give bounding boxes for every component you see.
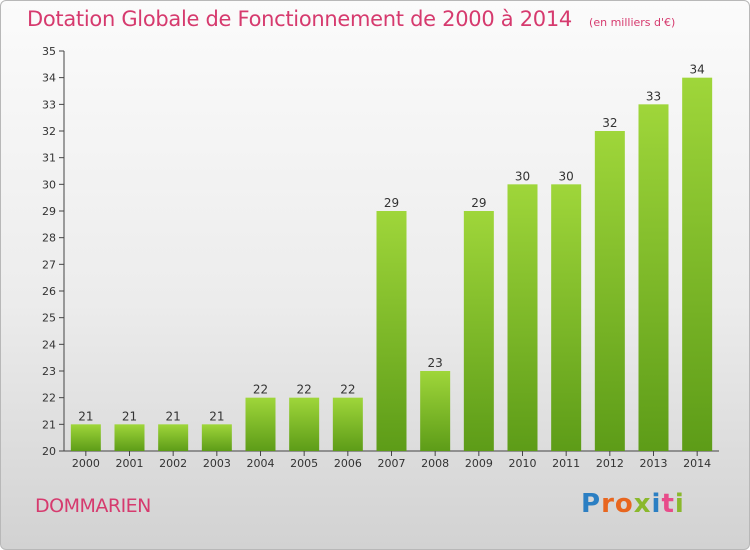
data-label: 34 (690, 63, 705, 77)
x-tick-label: 2013 (640, 457, 668, 470)
x-tick-label: 2009 (465, 457, 493, 470)
x-tick-label: 2010 (509, 457, 537, 470)
data-label: 29 (384, 196, 399, 210)
data-label: 21 (78, 409, 93, 423)
bar-2010 (507, 184, 538, 452)
y-tick-label: 30 (42, 178, 56, 191)
chart-subtitle: (en milliers d'€) (589, 16, 676, 29)
bar-2004 (245, 397, 276, 451)
logo-letter: x (633, 489, 652, 519)
data-label: 21 (122, 409, 137, 423)
bar-2002 (158, 424, 189, 451)
data-label: 21 (209, 409, 224, 423)
x-tick-label: 2012 (596, 457, 624, 470)
y-tick-label: 20 (42, 445, 56, 458)
data-label: 23 (428, 356, 443, 370)
bar-2012 (594, 131, 625, 451)
bar-2001 (114, 424, 145, 451)
bar-2005 (289, 397, 320, 451)
x-tick-label: 2014 (683, 457, 711, 470)
y-tick-label: 33 (42, 98, 56, 111)
x-tick-label: 2008 (421, 457, 449, 470)
data-label: 22 (297, 383, 312, 397)
data-label: 29 (471, 196, 486, 210)
logo-letter: r (601, 489, 615, 519)
axes: 20 21 22 23 24 25 26 27 28 29 30 31 32 33 34 35 2000 2001… (42, 45, 719, 470)
proxiti-logo[interactable]: Proxiti (581, 489, 685, 519)
y-tick-label: 32 (42, 125, 56, 138)
data-label: 22 (340, 383, 355, 397)
y-tick-label: 34 (42, 72, 56, 85)
logo-letter: P (581, 489, 602, 519)
x-tick-label: 2003 (203, 457, 231, 470)
data-labels: 21 21 21 21 22 22 22 29 23 29 30 30 32 33 34 (78, 63, 705, 424)
y-tick-label: 27 (42, 258, 56, 271)
bar-2009 (463, 211, 494, 451)
data-label: 21 (166, 409, 181, 423)
y-tick-label: 23 (42, 365, 56, 378)
x-tick-label: 2005 (290, 457, 318, 470)
logo-letter: i (674, 489, 685, 519)
y-tick-label: 22 (42, 392, 56, 405)
bar-2006 (332, 397, 363, 451)
bars (70, 77, 713, 452)
y-tick-label: 21 (42, 418, 56, 431)
y-tick-label: 26 (42, 285, 56, 298)
title-row: Dotation Globale de Fonctionnement de 20… (27, 7, 675, 31)
y-tick-label: 24 (42, 338, 56, 351)
data-label: 30 (515, 169, 530, 183)
y-tick-label: 29 (42, 205, 56, 218)
x-tick-label: 2011 (552, 457, 580, 470)
x-tick-label: 2000 (72, 457, 100, 470)
data-label: 30 (559, 169, 574, 183)
data-label: 32 (602, 116, 617, 130)
bar-2014 (682, 77, 713, 452)
x-tick-label: 2001 (116, 457, 144, 470)
y-tick-label: 31 (42, 152, 56, 165)
y-tick-label: 35 (42, 45, 56, 58)
bar-2000 (70, 424, 101, 451)
chart-title: Dotation Globale de Fonctionnement de 20… (27, 7, 572, 31)
x-tick-label: 2002 (159, 457, 187, 470)
x-tick-label: 2004 (247, 457, 275, 470)
commune-name: DOMMARIEN (35, 495, 151, 517)
bar-2013 (638, 104, 669, 451)
bar-2007 (376, 211, 407, 451)
x-tick-label: 2007 (378, 457, 406, 470)
y-tick-label: 25 (42, 312, 56, 325)
logo-letter: o (614, 489, 634, 519)
bar-2003 (201, 424, 232, 451)
bar-2011 (551, 184, 582, 452)
data-label: 33 (646, 89, 661, 103)
logo-letter: t (661, 489, 675, 519)
y-tick-label: 28 (42, 232, 56, 245)
logo-letter: i (651, 489, 662, 519)
data-label: 22 (253, 383, 268, 397)
bar-2008 (420, 371, 451, 451)
x-tick-label: 2006 (334, 457, 362, 470)
